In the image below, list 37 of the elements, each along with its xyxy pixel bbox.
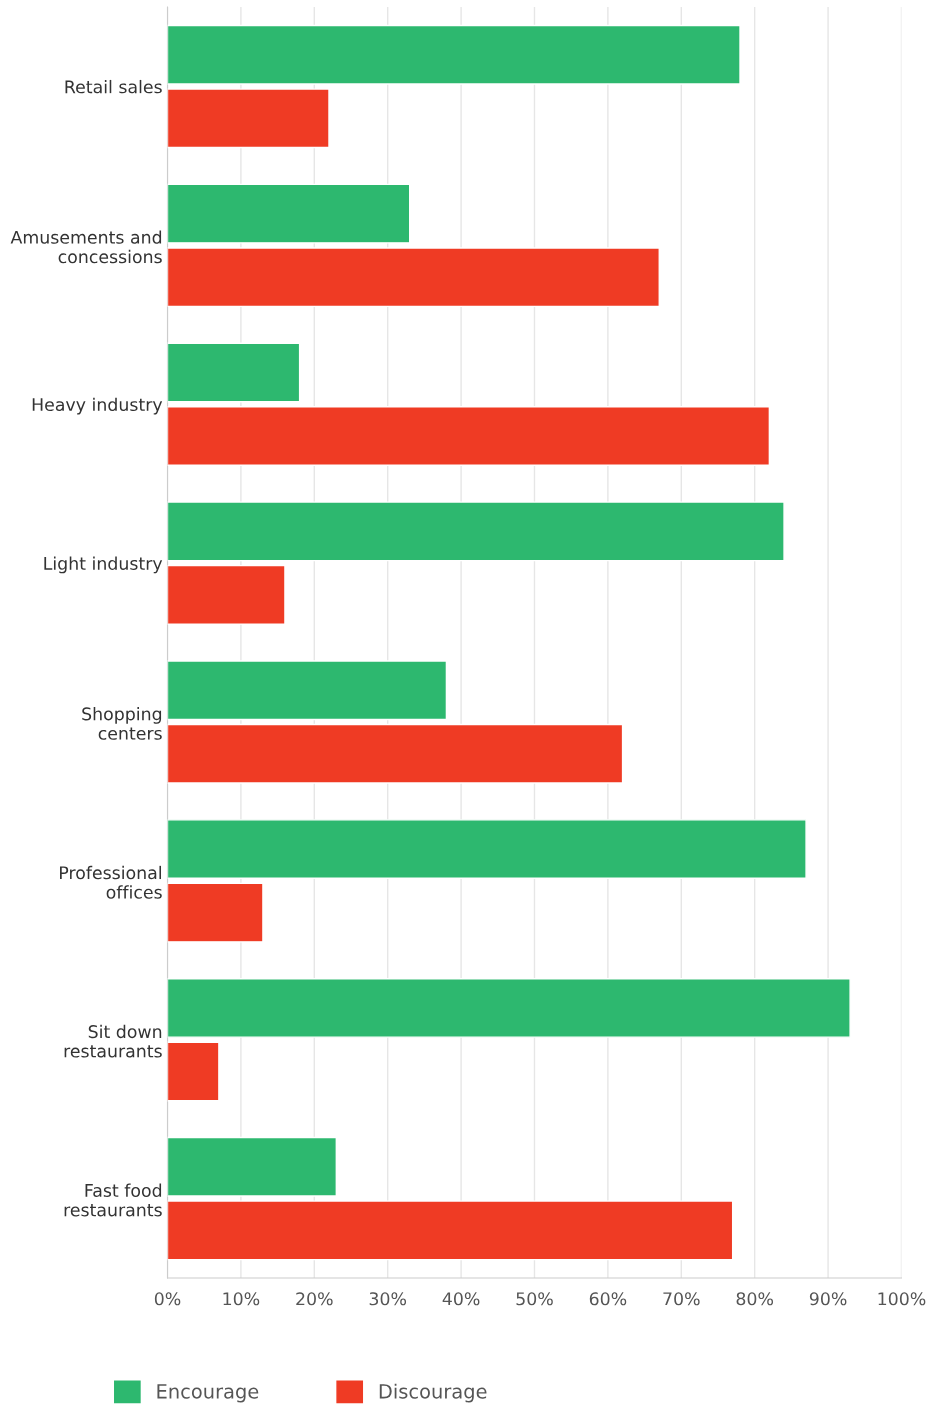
bar — [167, 406, 771, 466]
legend-label: Encourage — [157, 1384, 259, 1403]
y-tick-label: Retail sales — [65, 79, 162, 94]
x-tick-label: 0% — [154, 1292, 181, 1306]
x-tick-label: 30% — [369, 1292, 407, 1306]
x-tick-label: 50% — [516, 1292, 553, 1306]
legend-label: Discourage — [379, 1383, 487, 1403]
x-tick-label: 80% — [736, 1292, 774, 1306]
y-tick-label: Amusements and concessions — [10, 230, 162, 264]
y-tick-label: Heavy industry — [32, 397, 163, 415]
bar — [167, 882, 264, 943]
bar — [167, 24, 741, 85]
bar — [167, 819, 807, 879]
x-tick-label: 70% — [663, 1292, 700, 1306]
bar — [167, 342, 301, 403]
x-tick-label: 40% — [442, 1292, 480, 1306]
x-tick-label: 100% — [878, 1292, 926, 1306]
bar — [167, 660, 448, 721]
bar — [167, 564, 286, 625]
y-tick-label: Professional offices — [60, 865, 162, 899]
y-tick-label: Light industry — [44, 556, 163, 574]
bar — [167, 1200, 734, 1261]
bar — [167, 88, 330, 149]
y-tick-label: Sit down restaurants — [64, 1024, 162, 1058]
bar — [167, 1136, 338, 1197]
bar — [167, 501, 785, 562]
x-tick-label: 10% — [223, 1292, 260, 1306]
x-tick-label: 60% — [589, 1292, 627, 1306]
x-tick-label: 20% — [296, 1292, 333, 1306]
y-tick-label: Shopping centers — [82, 706, 162, 740]
bar — [167, 247, 660, 308]
bar — [167, 978, 851, 1038]
bar — [167, 723, 624, 784]
bar — [167, 1041, 220, 1102]
bar — [167, 183, 411, 244]
y-tick-label: Fast food restaurants — [64, 1183, 162, 1217]
x-tick-label: 90% — [809, 1292, 847, 1306]
